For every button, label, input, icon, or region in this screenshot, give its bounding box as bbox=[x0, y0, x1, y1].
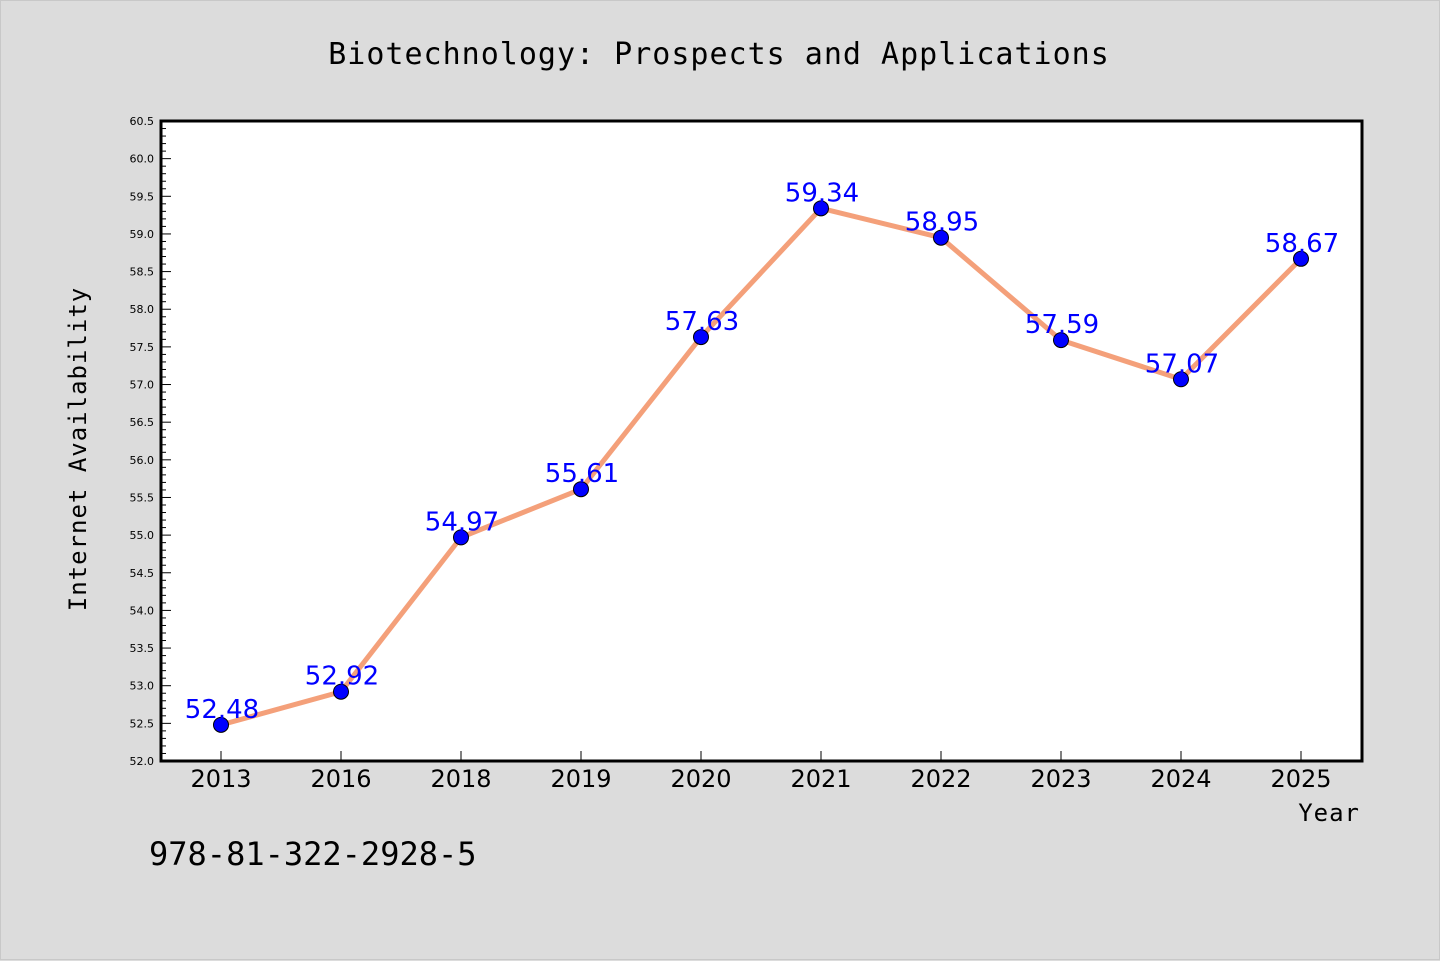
data-label: 58.67 bbox=[1265, 229, 1339, 259]
data-label: 57.59 bbox=[1025, 310, 1099, 340]
data-label: 58.95 bbox=[905, 208, 979, 238]
plot-area bbox=[159, 119, 1364, 763]
data-point bbox=[1173, 371, 1189, 388]
y-tick-label: 59.0 bbox=[130, 228, 155, 241]
y-tick-label: 56.0 bbox=[130, 454, 155, 467]
y-tick-label: 58.0 bbox=[130, 303, 155, 316]
y-tick-label: 53.5 bbox=[130, 642, 155, 655]
y-tick-label: 56.5 bbox=[130, 416, 155, 429]
x-tick-label: 2024 bbox=[1150, 765, 1211, 793]
x-tick-label: 2013 bbox=[190, 765, 251, 793]
data-point bbox=[573, 481, 589, 498]
data-labels: 52.48 52.92 54.97 55.61 57.63 59.34 58.95 57.59… bbox=[185, 178, 1339, 725]
data-label: 52.48 bbox=[185, 695, 259, 725]
data-point bbox=[453, 529, 469, 546]
data-point bbox=[1293, 250, 1309, 267]
data-point bbox=[333, 683, 349, 700]
y-tick-label: 58.5 bbox=[130, 266, 155, 279]
x-tick-label: 2018 bbox=[430, 765, 491, 793]
x-axis: 2013 2016 2018 2019 2020 2021 2022 2023 2024 2025 bbox=[190, 751, 1332, 793]
data-point bbox=[693, 329, 709, 346]
series-layer bbox=[213, 200, 1309, 733]
y-tick-label: 57.5 bbox=[130, 341, 155, 354]
y-tick-label: 55.0 bbox=[130, 529, 155, 542]
y-axis-label: Internet Availability bbox=[64, 287, 92, 611]
data-point bbox=[933, 229, 949, 246]
y-tick-label: 54.5 bbox=[130, 567, 155, 580]
x-tick-label: 2022 bbox=[910, 765, 971, 793]
x-tick-label: 2023 bbox=[1030, 765, 1091, 793]
x-axis-label: Year bbox=[1298, 799, 1360, 827]
data-label: 59.34 bbox=[785, 178, 859, 208]
y-tick-label: 52.5 bbox=[130, 717, 155, 730]
x-tick-label: 2025 bbox=[1270, 765, 1331, 793]
x-tick-label: 2016 bbox=[310, 765, 371, 793]
x-tick-label: 2019 bbox=[550, 765, 611, 793]
x-tick-label: 2021 bbox=[790, 765, 851, 793]
data-label: 57.07 bbox=[1145, 349, 1219, 379]
series-line bbox=[218, 205, 1304, 728]
y-axis: 52.0 52.5 53.0 53.5 54.0 54.5 55.0 55.5 56.0 56.5… bbox=[130, 115, 171, 768]
data-label: 54.97 bbox=[425, 507, 499, 537]
isbn-annotation: 978-81-322-2928-5 bbox=[149, 835, 477, 873]
y-tick-label: 59.5 bbox=[130, 190, 155, 203]
y-tick-label: 52.0 bbox=[130, 755, 155, 768]
y-tick-label: 60.5 bbox=[130, 115, 155, 128]
data-label: 55.61 bbox=[545, 459, 619, 489]
x-tick-label: 2020 bbox=[670, 765, 731, 793]
y-tick-label: 60.0 bbox=[130, 153, 155, 166]
data-point bbox=[1053, 332, 1069, 349]
data-point bbox=[213, 716, 229, 733]
data-label: 57.63 bbox=[665, 307, 739, 337]
y-tick-label: 55.5 bbox=[130, 491, 155, 504]
data-point bbox=[813, 200, 829, 217]
y-tick-label: 57.0 bbox=[130, 379, 155, 392]
chart-title: Biotechnology: Prospects and Application… bbox=[328, 37, 1110, 72]
data-label: 52.92 bbox=[305, 662, 379, 692]
y-tick-label: 54.0 bbox=[130, 604, 155, 617]
y-tick-label: 53.0 bbox=[130, 680, 155, 693]
